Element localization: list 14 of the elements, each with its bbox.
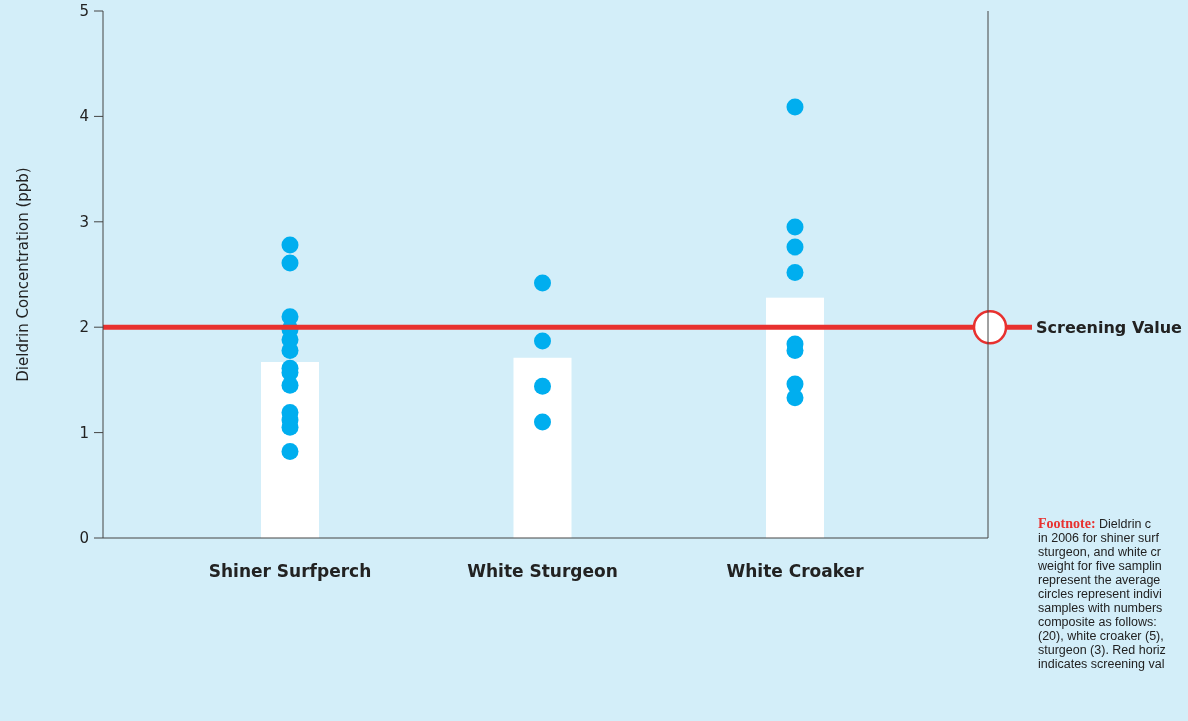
y-tick-label: 2 — [79, 318, 89, 337]
y-axis-title: Dieldrin Concentration (ppb) — [14, 167, 32, 382]
x-tick-label: Shiner Surfperch — [208, 561, 372, 581]
bar — [766, 297, 824, 538]
ref-line-label: Screening Value — [1036, 318, 1183, 338]
y-tick-label: 0 — [79, 529, 89, 547]
x-tick-label: White Croaker — [726, 561, 865, 581]
x-tick-label: White Sturgeon — [467, 561, 618, 581]
y-tick-label: 4 — [79, 107, 89, 126]
y-tick-label: 3 — [79, 212, 89, 231]
y-tick-label: 1 — [79, 423, 89, 442]
y-tick-label: 5 — [79, 2, 89, 20]
bar — [513, 357, 572, 538]
text: Footnote: Dieldrin c in 2006 for shiner surf sturgeon, and white cr weight for five samplin represent the average circles represent indivi samples with numbers composite as follows: (20), white croaker (5), sturgeon (3). Red horiz indicates screening val — [1038, 516, 1166, 671]
